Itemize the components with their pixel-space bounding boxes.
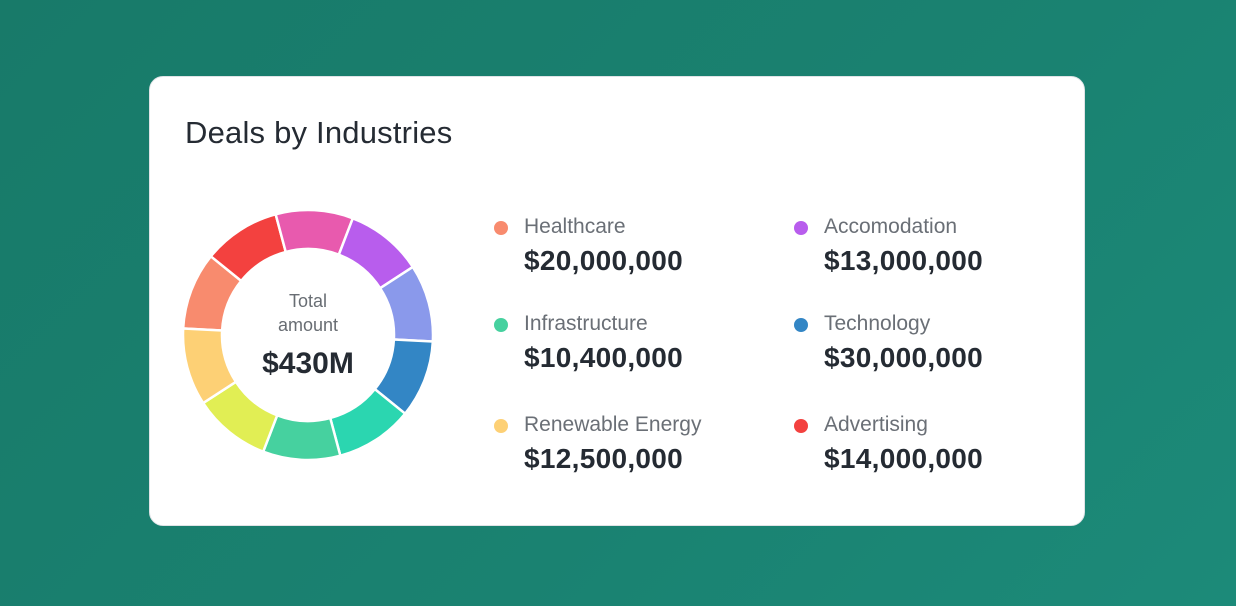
legend-dot (494, 221, 508, 235)
legend-item-renewable-energy: Renewable Energy $12,500,000 (494, 411, 754, 481)
legend-value: $14,000,000 (824, 443, 984, 474)
legend-value: $30,000,000 (824, 342, 984, 373)
legend-item-technology: Technology $30,000,000 (794, 310, 1054, 380)
legend-item-healthcare: Healthcare $20,000,000 (494, 213, 754, 283)
legend-value: $13,000,000 (824, 245, 984, 276)
legend-label: Renewable Energy (524, 413, 702, 436)
legend-dot (794, 318, 808, 332)
legend-value: $12,500,000 (524, 443, 684, 474)
legend-item-infrastructure: Infrastructure $10,400,000 (494, 310, 754, 380)
deals-card: Deals by Industries Total amount $430M H… (149, 76, 1085, 526)
donut-segment-10 (182, 327, 238, 405)
legend-value: $20,000,000 (524, 245, 684, 276)
legend-item-accomodation: Accomodation $13,000,000 (794, 213, 1054, 283)
legend-label: Advertising (824, 413, 928, 436)
legend-item-advertising: Advertising $14,000,000 (794, 411, 1054, 481)
legend-label: Healthcare (524, 215, 626, 238)
legend-dot (794, 419, 808, 433)
donut-chart (182, 209, 434, 461)
legend-dot (494, 419, 508, 433)
legend-value: $10,400,000 (524, 342, 684, 373)
legend-dot (494, 318, 508, 332)
legend-dot (794, 221, 808, 235)
card-title: Deals by Industries (185, 115, 453, 150)
legend-label: Infrastructure (524, 312, 648, 335)
legend-label: Technology (824, 312, 931, 335)
legend-label: Accomodation (824, 215, 958, 238)
